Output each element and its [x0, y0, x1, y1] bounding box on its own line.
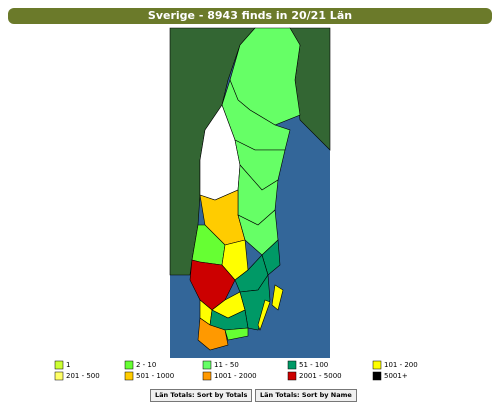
- legend-swatch: [287, 360, 297, 370]
- region[interactable]: [257, 299, 271, 331]
- header-title: Sverige - 8943 finds in 20/21 Län: [8, 8, 492, 24]
- legend-label: 5001+: [384, 372, 408, 380]
- legend-swatch: [287, 371, 297, 381]
- region[interactable]: [271, 284, 284, 311]
- legend-label: 101 - 200: [384, 361, 418, 369]
- legend-label: 1: [66, 361, 70, 369]
- legend-label: 501 - 1000: [136, 372, 174, 380]
- region[interactable]: [197, 317, 229, 351]
- legend-label: 2001 - 5000: [299, 372, 342, 380]
- legend-label: 201 - 500: [66, 372, 100, 380]
- region[interactable]: [224, 327, 249, 341]
- legend-swatch: [372, 371, 382, 381]
- legend-label: 51 - 100: [299, 361, 328, 369]
- legend-swatch: [124, 360, 134, 370]
- legend-label: 2 - 10: [136, 361, 156, 369]
- sort-button[interactable]: Län Totals: Sort by Name: [255, 389, 357, 402]
- legend-swatch: [54, 360, 64, 370]
- legend-label: 11 - 50: [214, 361, 239, 369]
- sort-button[interactable]: Län Totals: Sort by Totals: [150, 389, 253, 402]
- legend-swatch: [202, 360, 212, 370]
- legend-swatch: [372, 360, 382, 370]
- legend-swatch: [202, 371, 212, 381]
- legend-swatch: [54, 371, 64, 381]
- legend-label: 1001 - 2000: [214, 372, 257, 380]
- legend-swatch: [124, 371, 134, 381]
